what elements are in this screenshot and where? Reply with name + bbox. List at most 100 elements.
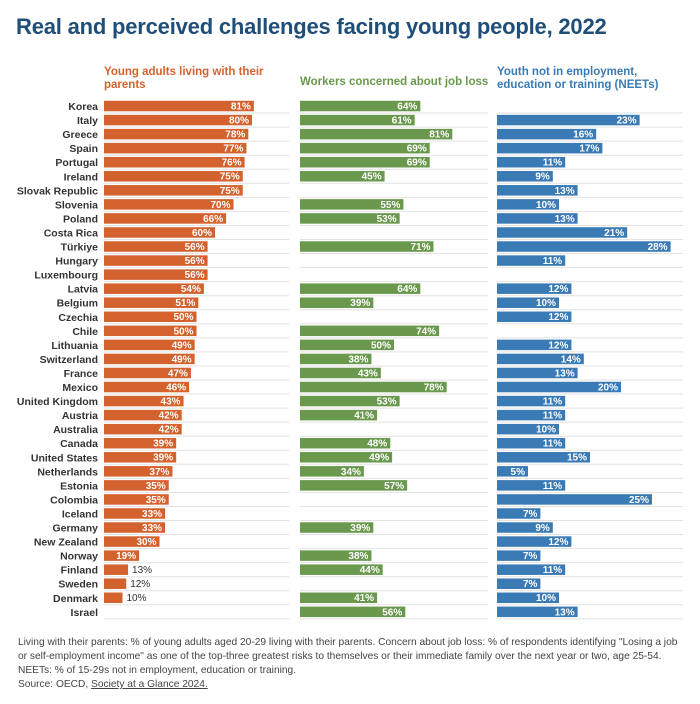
bar-parents	[104, 494, 169, 505]
data-label-neets: 12%	[548, 340, 568, 351]
bar-parents	[104, 522, 166, 533]
bar-neets	[497, 437, 566, 449]
data-label-parents: 35%	[146, 495, 166, 506]
data-label-parents: 46%	[166, 382, 186, 393]
note-text: Living with their parents: % of young ad…	[18, 637, 678, 676]
bar-job-loss	[300, 283, 421, 294]
data-label-job-loss: 64%	[397, 284, 417, 295]
data-label-neets: 12%	[548, 312, 568, 323]
bar-neets	[497, 311, 572, 323]
bar-neets	[497, 522, 553, 533]
panel-title-job-loss: Workers concerned about job loss	[300, 76, 489, 88]
bar-neets	[497, 199, 559, 210]
data-label-job-loss: 57%	[384, 481, 404, 492]
bar-neets	[497, 395, 566, 407]
data-label-neets: 12%	[548, 537, 568, 548]
bar-parents	[104, 325, 197, 337]
bar-job-loss	[300, 353, 372, 365]
category-label: Slovak Republic	[17, 185, 98, 197]
bar-neets	[497, 494, 652, 505]
data-label-neets: 28%	[648, 242, 668, 253]
data-label-neets: 9%	[535, 523, 550, 534]
bar-neets	[497, 339, 572, 351]
data-label-parents: 42%	[159, 425, 179, 436]
bar-job-loss	[300, 437, 391, 449]
category-label: Norway	[60, 551, 98, 563]
bar-parents	[104, 409, 182, 421]
panel-title-neets: Youth not in employment, education or tr…	[497, 66, 659, 91]
source-link[interactable]: Society at a Glance 2024.	[91, 679, 208, 690]
category-label: United Kingdom	[17, 396, 98, 408]
data-label-job-loss: 71%	[410, 242, 430, 253]
bar-job-loss	[300, 395, 400, 407]
bar-parents	[104, 452, 177, 463]
data-label-job-loss: 39%	[350, 523, 370, 534]
bar-parents	[104, 255, 208, 266]
data-label-job-loss: 48%	[367, 439, 387, 450]
data-label-neets: 11%	[543, 158, 563, 169]
data-label-neets: 12%	[548, 284, 568, 295]
data-label-neets: 11%	[543, 481, 563, 492]
data-label-parents: 54%	[181, 284, 201, 295]
data-label-parents: 50%	[173, 326, 193, 337]
source-prefix: Source: OECD,	[18, 679, 92, 690]
category-label: Czechia	[58, 312, 98, 324]
data-label-neets: 11%	[543, 397, 563, 408]
bar-parents	[104, 381, 190, 393]
data-label-job-loss: 69%	[407, 144, 427, 155]
data-label-parents: 33%	[142, 523, 162, 534]
bar-parents	[104, 283, 204, 294]
bar-job-loss	[300, 114, 415, 126]
bar-job-loss	[300, 480, 408, 491]
data-label-job-loss: 49%	[369, 453, 389, 464]
category-label: Türkiye	[61, 242, 99, 254]
category-label: Finland	[61, 565, 98, 577]
bar-parents	[104, 114, 252, 126]
data-label-job-loss: 53%	[377, 214, 397, 225]
panel-title-parents: Young adults living with their parents	[104, 66, 264, 91]
data-label-parents: 19%	[116, 551, 136, 562]
bar-neets	[497, 508, 541, 519]
category-label: Luxembourg	[34, 270, 98, 282]
data-label-job-loss: 41%	[354, 411, 374, 422]
data-label-neets: 9%	[535, 172, 550, 183]
data-label-parents: 49%	[172, 340, 192, 351]
data-label-neets: 16%	[573, 130, 593, 141]
bar-neets	[497, 578, 541, 589]
bar-job-loss	[300, 592, 378, 604]
bar-job-loss	[300, 128, 453, 140]
data-label-parents: 81%	[231, 101, 251, 112]
category-label: Estonia	[60, 480, 98, 492]
data-label-job-loss: 38%	[348, 551, 368, 562]
category-label: Israel	[71, 607, 99, 619]
category-label: Hungary	[55, 256, 98, 268]
bar-neets	[497, 241, 671, 252]
bar-neets	[497, 171, 553, 182]
data-label-job-loss: 55%	[380, 200, 400, 211]
data-label-neets: 21%	[604, 228, 624, 239]
bar-parents	[104, 466, 173, 477]
bar-parents	[104, 395, 184, 407]
bar-neets	[497, 409, 566, 421]
category-label: Belgium	[57, 298, 98, 310]
data-label-neets: 10%	[536, 200, 556, 211]
bar-parents	[104, 353, 195, 365]
category-label: New Zealand	[34, 537, 98, 549]
bar-parents	[104, 269, 208, 280]
bar-neets	[497, 466, 528, 477]
bar-neets	[497, 480, 566, 491]
data-label-job-loss: 53%	[377, 397, 397, 408]
data-label-neets: 20%	[598, 382, 618, 393]
data-label-neets: 25%	[629, 495, 649, 506]
bar-neets	[497, 536, 572, 547]
bar-parents	[104, 241, 208, 252]
bar-parents	[104, 100, 254, 112]
bar-neets	[497, 564, 566, 575]
category-label: Netherlands	[37, 466, 98, 478]
data-label-parents: 77%	[223, 144, 243, 155]
data-label-parents: 42%	[159, 411, 179, 422]
data-label-parents: 75%	[220, 172, 240, 183]
category-label: Latvia	[68, 284, 99, 296]
bar-neets	[497, 114, 640, 126]
bar-parents	[104, 536, 160, 547]
